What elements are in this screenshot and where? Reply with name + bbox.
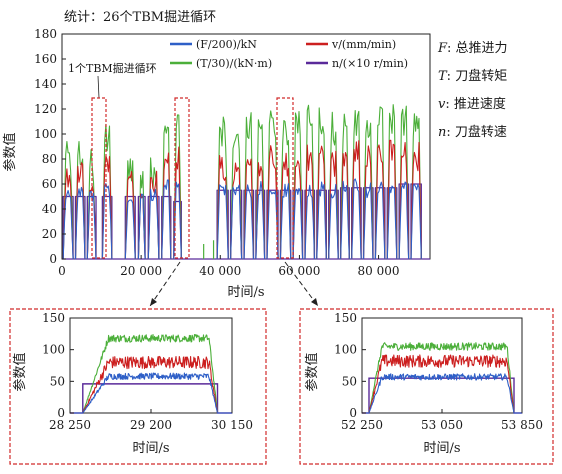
main-xlabel: 时间/s (227, 285, 264, 300)
zoom-panel-left: 0 50 100 150 28 250 29 200 30 150 时间/s 参数值 (9, 308, 267, 465)
zoom-left-xlabel: 时间/s (132, 441, 169, 456)
x-tick-label: 30 150 (211, 418, 253, 432)
zoom-series-T (70, 333, 232, 414)
zoom-arrowhead-left (150, 298, 157, 306)
zoom-left-x-axis: 28 250 29 200 30 150 (49, 409, 253, 432)
symbol-legend-item-F: F: 总推进力 (437, 41, 508, 56)
zoom-arrow-left (149, 261, 181, 307)
highlight-box-3 (276, 97, 294, 259)
main-title: 统计：26个TBM掘进循环 (64, 10, 216, 25)
main-y-axis: 0 20 40 60 80 100 120 140 160 180 (34, 27, 66, 266)
zoom-arrow-right (284, 261, 319, 307)
x-tick-label: 80 000 (358, 264, 400, 278)
y-tick-label: 140 (34, 77, 57, 91)
zoom-panel-right: 0 50 100 150 52 250 53 050 53 850 时间/s 参数值 (299, 308, 554, 465)
symbol-legend-item-n: n: 刀盘转速 (438, 124, 507, 140)
y-tick-label: 0 (57, 406, 65, 420)
y-tick-label: 80 (42, 152, 57, 166)
x-tick-label: 0 (58, 264, 66, 278)
y-tick-label: 50 (342, 374, 357, 388)
zoom-frame-left (9, 308, 267, 465)
y-tick-label: 100 (42, 343, 65, 357)
x-tick-label: 52 250 (341, 418, 383, 432)
zoom-series-T (362, 342, 522, 414)
zoom-arrowhead-right (311, 298, 318, 306)
zoom-left-y-axis: 0 50 100 150 (42, 311, 74, 420)
y-tick-label: 120 (34, 102, 57, 116)
cycle-annotation: 1个TBM掘进循环 (68, 61, 157, 75)
symbol-legend: F: 总推进力 T: 刀盘转矩 v: 推进速度 n: 刀盘转速 (437, 41, 508, 140)
y-tick-label: 60 (42, 177, 57, 191)
y-tick-label: 100 (334, 343, 357, 357)
zoom-series-v (362, 354, 522, 414)
zoom-left-data-series (70, 333, 232, 414)
highlight-box-1 (91, 97, 107, 259)
zoom-series-F (362, 373, 522, 414)
main-legend: (F/200)/kN v/(mm/min) (T/30)/(kN·m) n/(×… (170, 38, 408, 70)
y-tick-label: 20 (42, 227, 57, 241)
annotation-leader (97, 75, 100, 99)
y-tick-label: 0 (349, 406, 357, 420)
y-tick-label: 0 (49, 252, 57, 266)
y-tick-label: 150 (42, 311, 65, 325)
zoom-right-data-series (362, 342, 522, 414)
legend-label-v: v/(mm/min) (331, 38, 396, 51)
main-data-series (62, 104, 430, 260)
main-chart: 0 20 40 60 80 100 120 140 160 180 0 20 000 40 000 60… (2, 10, 431, 307)
y-tick-label: 50 (50, 374, 65, 388)
x-tick-label: 53 050 (421, 418, 463, 432)
zoom-series-v (70, 355, 232, 414)
x-tick-label: 40 000 (199, 264, 241, 278)
highlight-box-2 (174, 97, 190, 259)
legend-label-T: (T/30)/(kN·m) (196, 57, 272, 70)
zoom-right-ylabel: 参数值 (304, 352, 320, 391)
y-tick-label: 40 (42, 202, 57, 216)
main-x-axis: 0 20 000 40 000 60 000 80 000 (58, 255, 400, 278)
y-tick-label: 100 (34, 127, 57, 141)
zoom-left-ylabel: 参数值 (12, 352, 28, 391)
zoom-series-n (362, 377, 522, 414)
zoom-right-plot-frame (361, 317, 523, 414)
symbol-legend-item-T: T: 刀盘转矩 (438, 68, 507, 84)
x-tick-label: 20 000 (120, 264, 162, 278)
zoom-frame-right (299, 308, 554, 465)
x-tick-label: 60 000 (278, 264, 320, 278)
series-line-F (62, 178, 422, 260)
zoom-right-y-axis: 0 50 100 150 (334, 311, 366, 420)
zoom-series-F (70, 372, 232, 414)
zoom-right-x-axis: 52 250 53 050 53 850 (341, 409, 543, 432)
x-tick-label: 29 200 (130, 418, 172, 432)
legend-label-n: n/(×10 r/min) (332, 57, 408, 70)
y-tick-label: 160 (34, 52, 57, 66)
x-tick-label: 53 850 (501, 418, 543, 432)
x-tick-label: 28 250 (49, 418, 91, 432)
legend-label-F: (F/200)/kN (196, 38, 257, 51)
y-tick-label: 150 (334, 311, 357, 325)
y-tick-label: 180 (34, 27, 57, 41)
symbol-legend-item-v: v: 推进速度 (438, 96, 506, 112)
main-ylabel: 参数值 (2, 132, 18, 171)
zoom-right-xlabel: 时间/s (423, 441, 460, 456)
